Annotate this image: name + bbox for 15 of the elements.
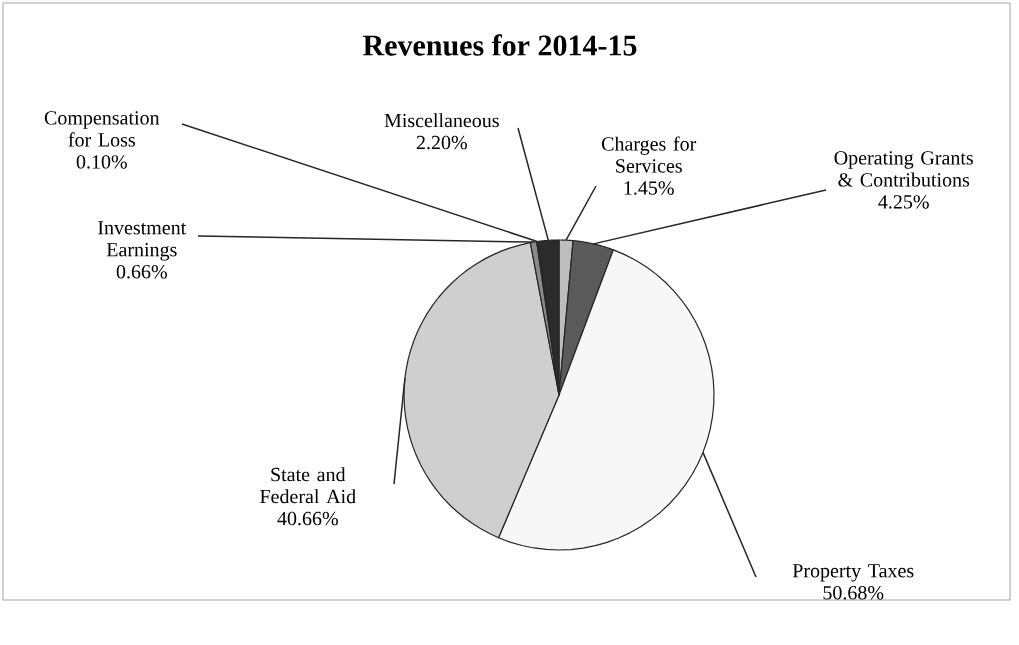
slice-label: Compensation for Loss [44,111,160,147]
slice-label: Miscellaneous [384,113,499,128]
data-label: 2.20% [416,135,467,150]
data-label: 1.45% [624,181,674,195]
slice-label: State and Federal Aid [260,467,356,504]
data-label: 4.25% [878,195,929,209]
slice-label: Operating Grants & Contributions [834,151,973,187]
slice-label: Property Taxes [792,564,914,582]
data-label: 0.10% [76,155,127,169]
data-label: 50.68% [823,586,884,600]
data-label: 0.66% [116,264,167,279]
slice-label: Charges for Services [601,136,697,173]
chart-title: Revenues for 2014-15 [363,34,637,56]
data-label: 40.66% [277,511,338,526]
slice-label: Investment Earnings [98,221,187,261]
